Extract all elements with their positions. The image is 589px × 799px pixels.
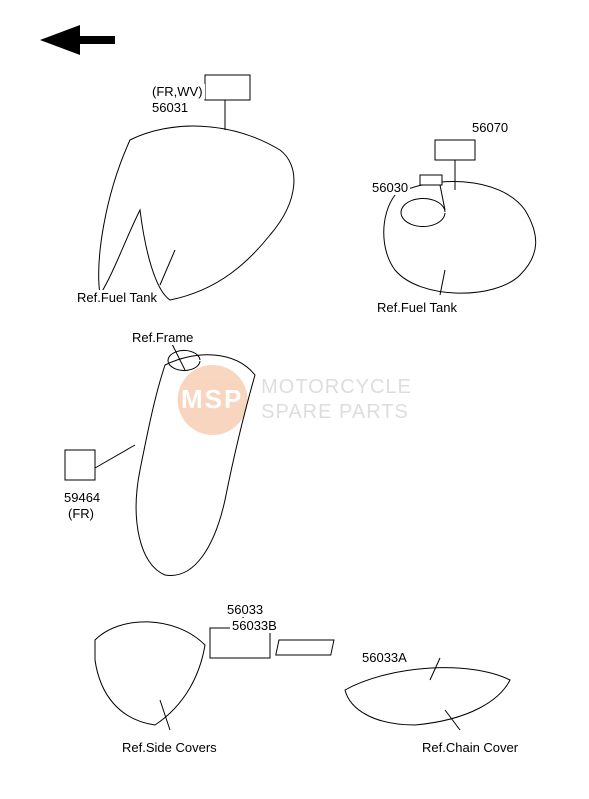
outline-tank-cover-left — [99, 126, 294, 300]
ref-frame: Ref.Frame — [130, 330, 195, 345]
box-56033A — [276, 640, 334, 655]
box-56070 — [435, 140, 475, 160]
ref-fuel-tank-left: Ref.Fuel Tank — [75, 290, 159, 305]
leader-56033A — [430, 658, 440, 680]
diagram-canvas: MSP MOTORCYCLE SPARE PARTS (FR,WV)560315… — [0, 0, 589, 799]
outline-chain-cover — [345, 668, 510, 725]
direction-arrow — [40, 25, 115, 55]
outline-tank-right — [384, 181, 536, 293]
callout-59464: 59464 — [62, 490, 102, 505]
callout-56033A: 56033A — [360, 650, 409, 665]
outline-side-cover — [95, 622, 205, 725]
callout-56030: 56030 — [370, 180, 410, 195]
parts-outline — [95, 126, 536, 725]
box-59464 — [65, 450, 95, 480]
note-56031: (FR,WV) — [150, 84, 205, 99]
leader-59464 — [95, 445, 135, 468]
ref-fuel-tank-right: Ref.Fuel Tank — [375, 300, 459, 315]
outline-frame-mid — [136, 351, 255, 576]
ref-side-covers: Ref.Side Covers — [120, 740, 219, 755]
box-56031 — [205, 75, 250, 100]
callout-boxes — [65, 75, 475, 658]
ref-chain-cover: Ref.Chain Cover — [420, 740, 520, 755]
callout-56033B: 56033B — [230, 618, 279, 633]
box-56030 — [420, 175, 442, 185]
note-59464: (FR) — [66, 506, 96, 521]
leader-ref-fuel-tank-left — [160, 250, 175, 285]
leader-ref-fuel-tank-right — [440, 270, 445, 295]
callout-56070: 56070 — [470, 120, 510, 135]
callout-56031: 56031 — [150, 100, 190, 115]
callout-56033: 56033 — [225, 602, 265, 617]
